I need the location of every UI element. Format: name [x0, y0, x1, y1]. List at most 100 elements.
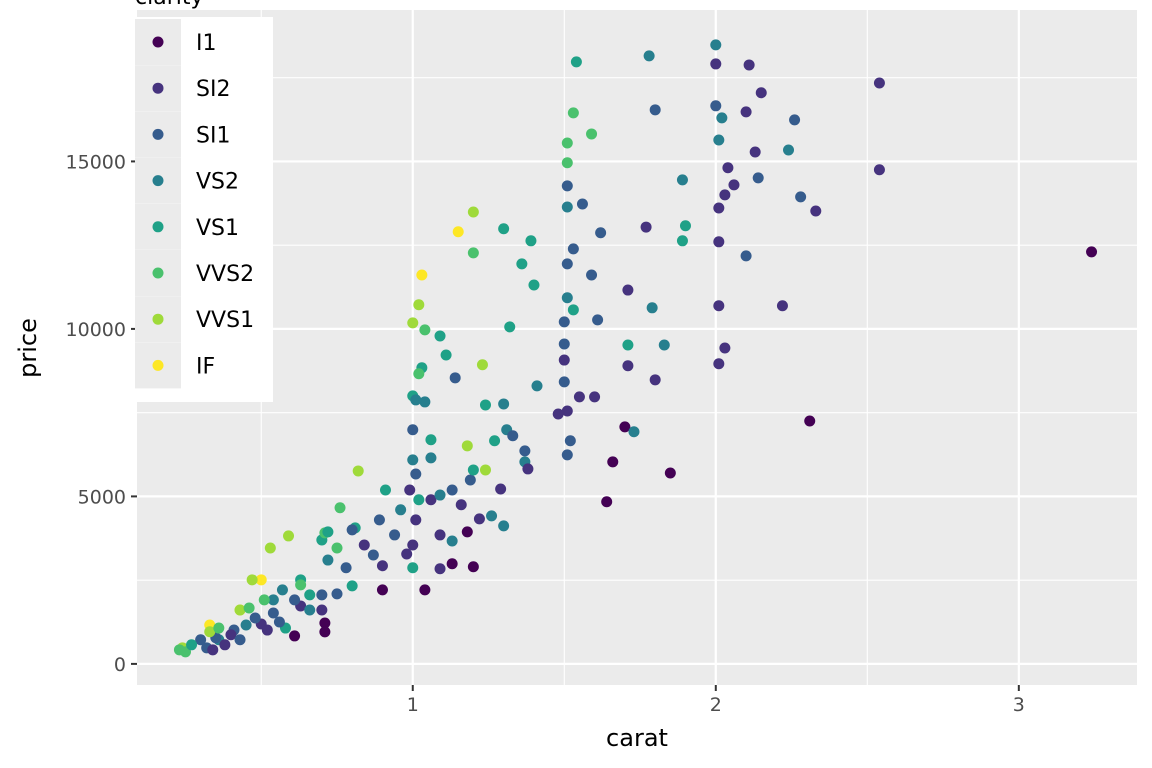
data-point: [713, 300, 725, 312]
data-point: [434, 563, 446, 575]
legend-symbol: [152, 267, 164, 279]
data-point: [622, 284, 634, 296]
data-point: [622, 360, 634, 372]
data-point: [528, 279, 540, 291]
y-tick-label: 0: [114, 654, 126, 676]
data-point: [461, 440, 473, 452]
data-point: [346, 524, 358, 536]
data-point: [719, 342, 731, 354]
data-point: [316, 604, 328, 616]
data-point: [304, 604, 316, 616]
data-point: [410, 468, 422, 480]
data-point: [425, 452, 437, 464]
data-point: [795, 191, 807, 203]
data-point: [467, 247, 479, 259]
data-point: [434, 330, 446, 342]
data-point: [789, 114, 801, 126]
data-point: [749, 146, 761, 158]
data-point: [649, 374, 661, 386]
data-point: [595, 227, 607, 239]
data-point: [264, 542, 276, 554]
data-point: [564, 435, 576, 447]
data-point: [607, 456, 619, 468]
data-point: [755, 87, 767, 99]
data-point: [419, 324, 431, 336]
legend-label: SI1: [196, 123, 230, 148]
data-point: [204, 626, 216, 638]
data-point: [234, 634, 246, 646]
data-point: [722, 162, 734, 174]
data-point: [558, 338, 570, 350]
data-point: [267, 607, 279, 619]
data-point: [776, 300, 788, 312]
data-point: [643, 50, 655, 62]
data-point: [258, 594, 270, 606]
data-point: [440, 349, 452, 361]
data-point: [567, 107, 579, 119]
data-point: [413, 368, 425, 380]
data-point: [407, 562, 419, 574]
data-point: [379, 484, 391, 496]
x-tick-label: 2: [710, 694, 722, 716]
data-point: [455, 499, 467, 511]
data-point: [558, 354, 570, 366]
data-point: [373, 514, 385, 526]
data-point: [601, 496, 613, 508]
legend-title: clarity: [135, 0, 204, 10]
data-point: [676, 235, 688, 247]
data-point: [479, 464, 491, 476]
data-point: [404, 484, 416, 496]
y-tick-label: 5000: [78, 486, 126, 508]
data-point: [389, 529, 401, 541]
data-point: [476, 359, 488, 371]
data-point: [243, 602, 255, 614]
data-point: [873, 77, 885, 89]
legend-symbol: [152, 313, 164, 325]
data-point: [810, 205, 822, 217]
data-point: [646, 302, 658, 314]
legend-label: VVS2: [196, 262, 254, 287]
data-point: [425, 434, 437, 446]
data-point: [434, 529, 446, 541]
data-point: [1086, 246, 1098, 258]
data-point: [525, 235, 537, 247]
data-point: [561, 405, 573, 417]
data-point: [622, 339, 634, 351]
data-point: [522, 463, 534, 475]
x-tick-label: 1: [407, 694, 419, 716]
data-point: [195, 634, 207, 646]
data-point: [225, 629, 237, 641]
data-point: [219, 639, 231, 651]
legend-label: I1: [196, 31, 217, 56]
data-point: [249, 612, 261, 624]
data-point: [567, 304, 579, 316]
data-point: [710, 39, 722, 51]
data-point: [640, 221, 652, 233]
data-point: [592, 314, 604, 326]
legend: clarity I1 SI2 SI1 VS2 VS1 VVS2 VVS1 IF: [135, 0, 273, 402]
data-point: [589, 391, 601, 403]
data-point: [743, 59, 755, 71]
data-point: [561, 180, 573, 192]
data-point: [276, 584, 288, 596]
data-point: [473, 513, 485, 525]
data-point: [740, 250, 752, 262]
data-point: [407, 539, 419, 551]
data-point: [240, 619, 252, 631]
data-point: [558, 376, 570, 388]
legend-label: IF: [196, 354, 215, 379]
data-point: [416, 269, 428, 281]
data-point: [461, 526, 473, 538]
data-point: [319, 626, 331, 638]
data-point: [334, 502, 346, 514]
data-point: [289, 630, 301, 642]
data-point: [783, 144, 795, 156]
data-point: [586, 128, 598, 140]
data-point: [728, 179, 740, 191]
legend-label: VVS1: [196, 308, 254, 333]
legend-symbol: [152, 359, 164, 371]
data-point: [322, 554, 334, 566]
data-point: [552, 408, 564, 420]
legend-label: VS2: [196, 170, 239, 195]
